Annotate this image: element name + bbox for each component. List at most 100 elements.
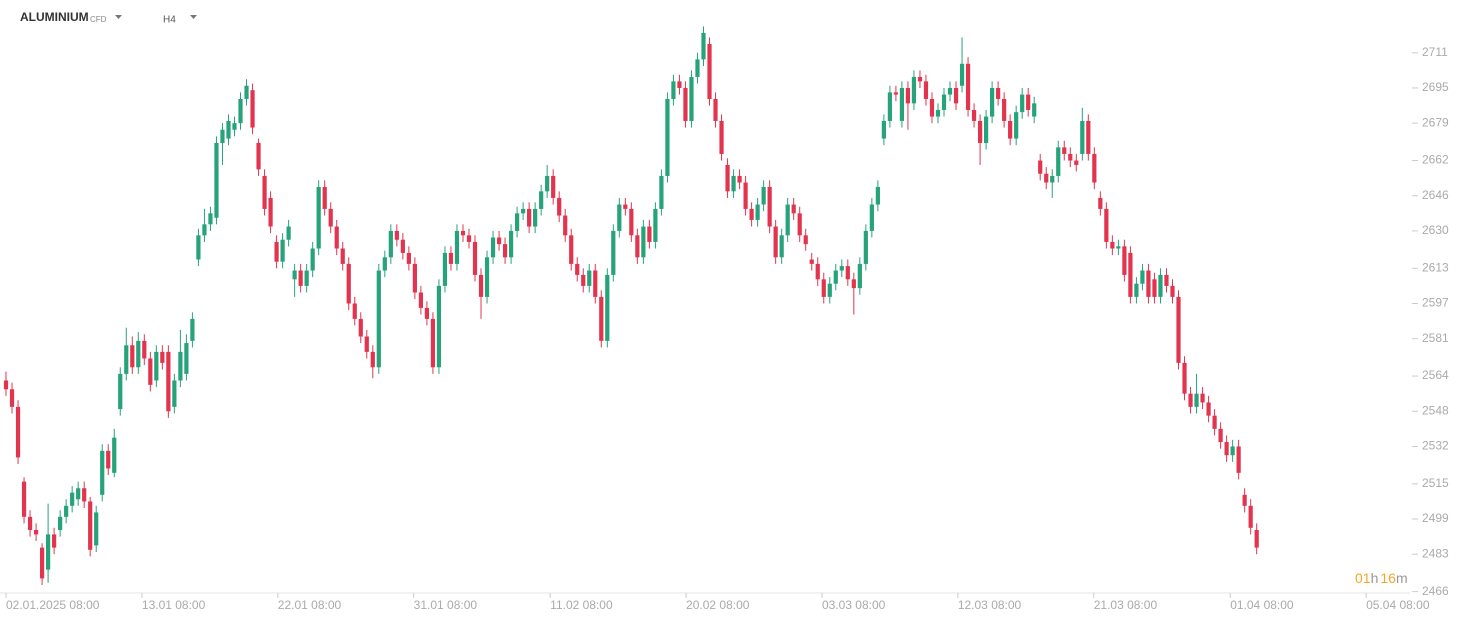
candle-body [990,87,995,117]
y-tick-label: 2646 [1422,188,1449,202]
candle-body [52,534,57,548]
timeframe[interactable]: H4 [163,15,176,26]
candle-body [382,257,387,271]
x-tick-label: 05.04 08:00 [1366,598,1430,612]
candle-body [677,81,682,88]
candle-body [641,226,646,258]
candle-body [569,235,574,264]
candle-body [160,351,165,363]
candle-body [322,186,327,209]
candle-body [887,92,892,121]
y-tick-label: 2581 [1422,331,1449,345]
candle-body [250,90,255,128]
candle-body [364,336,369,352]
candle-body [1122,246,1127,275]
candle-body [1146,270,1151,297]
candle-body [1014,112,1019,139]
candle-body [875,186,880,205]
candle-body [136,340,141,368]
candle-body [1032,103,1037,117]
candle-body [418,292,423,308]
candle-body [274,241,279,262]
candle-body [148,358,153,385]
candle-body [893,92,899,95]
candle-body [1152,279,1157,297]
candle-body [575,263,580,275]
candle-body [1188,393,1193,407]
countdown-hours-unit: h [1371,570,1379,586]
candle-body [400,239,405,253]
timeframe-dropdown[interactable] [190,15,197,19]
candle-body [941,94,947,110]
candle-body [923,81,929,99]
candle-body [839,266,844,271]
y-tick-label: 2515 [1422,476,1449,490]
candle-body [298,270,303,286]
candle-body [220,129,225,143]
candle-body [707,43,712,99]
candle-body [1230,446,1235,456]
candle-body [130,345,135,368]
candle-body [1062,147,1067,154]
candle-body [881,120,886,139]
candle-body [1056,147,1061,176]
candle-body [683,87,688,121]
candle-body [1074,160,1079,165]
y-tick-label: 2532 [1422,439,1449,453]
candle-body [797,213,802,236]
candle-body [340,248,345,264]
candle-body [430,318,436,368]
candle-body [983,116,989,143]
candle-body [869,204,874,231]
candle-body [1080,120,1085,154]
candle-body [827,283,832,297]
candle-body [370,351,375,368]
candle-body [1140,270,1145,284]
candle-body [833,270,838,284]
candle-body [190,318,195,341]
candle-body [659,175,664,209]
candle-body [502,244,508,258]
candle-body [304,270,309,286]
x-tick-label: 12.03 08:00 [958,598,1022,612]
candle-body [178,351,183,381]
candle-body [1242,494,1247,506]
candle-body [1098,197,1103,209]
candle-body [929,98,935,117]
candle-body [1008,120,1013,139]
candle-body [406,252,411,264]
candle-body [292,270,297,280]
candle-body [557,197,562,216]
candle-body [82,488,87,502]
candle-body [1104,208,1109,242]
candle-body [899,87,905,121]
candle-body [935,109,941,117]
candle-body [653,208,658,242]
symbol-dropdown[interactable] [115,15,122,19]
candle-body [629,208,634,236]
candle-body [563,215,568,236]
candle-body [70,492,75,506]
candle-body [118,373,123,410]
candle-body [1218,428,1223,443]
candle-body [947,87,953,95]
candle-body [521,208,526,214]
x-tick-label: 22.01 08:00 [278,598,342,612]
candle-body [581,274,586,286]
candle-body [965,63,971,110]
candle-body [605,274,610,341]
candle-body [238,98,243,124]
candle-body [791,204,796,214]
candle-body [514,213,520,231]
symbol[interactable]: ALUMINIUM [20,10,89,24]
candle-body [809,259,814,264]
candle-body [851,279,856,289]
candle-body [1170,285,1175,297]
x-tick-label: 11.02 08:00 [550,598,613,612]
y-tick-label: 2597 [1422,296,1449,310]
candle-body [533,208,538,227]
y-tick-label: 2564 [1422,368,1449,382]
candle-body [232,123,237,130]
x-tick-label: 02.01.2025 08:00 [6,598,100,612]
